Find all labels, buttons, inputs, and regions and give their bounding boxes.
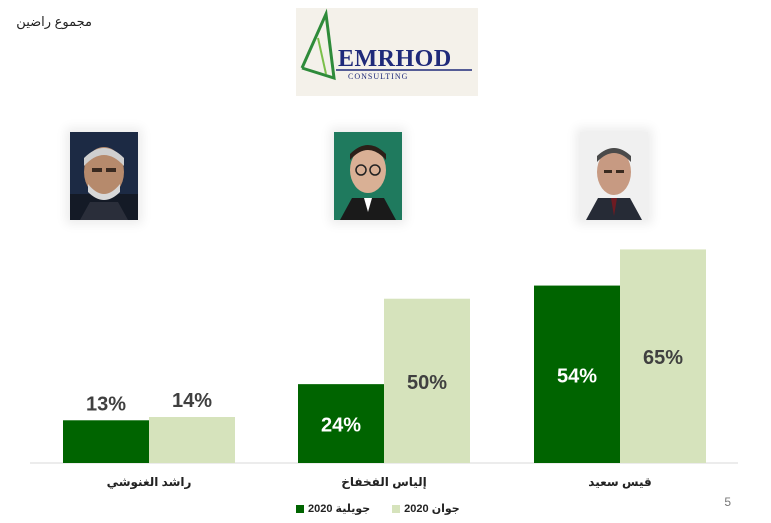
bar-july-2 xyxy=(534,285,620,463)
category-label-0: راشد الغنوشي xyxy=(107,475,192,490)
data-label-july-1: 24% xyxy=(321,415,361,437)
logo-subtitle: CONSULTING xyxy=(348,72,409,81)
category-label-2: قيس سعيد xyxy=(588,475,651,489)
legend-label-june: جوان 2020 xyxy=(404,503,460,515)
header-text: مجموع راضين xyxy=(16,14,92,29)
portrait-rached-ghannouchi-icon xyxy=(70,132,138,220)
category-label-1: إلياس الفخفاخ xyxy=(341,475,427,489)
portrait-kais-saied-icon xyxy=(580,132,648,220)
data-label-june-2: 65% xyxy=(643,347,683,369)
bar-june-0 xyxy=(149,417,235,463)
logo-name: EMRHOD xyxy=(338,46,452,72)
data-label-june-1: 50% xyxy=(407,372,447,394)
legend-item-june: جوان 2020 xyxy=(392,502,460,515)
emrhod-logo: EMRHOD CONSULTING xyxy=(296,8,478,96)
bar-june-2 xyxy=(620,249,706,463)
legend-swatch-july xyxy=(296,504,304,513)
legend-item-july: جويلية 2020 xyxy=(296,502,370,515)
chart-legend: جويلية 2020 جوان 2020 xyxy=(296,502,460,515)
data-label-july-2: 54% xyxy=(557,365,597,387)
data-label-june-0: 14% xyxy=(172,390,212,412)
bar-june-1 xyxy=(384,298,470,463)
data-label-july-0: 13% xyxy=(86,393,126,415)
page-number: 5 xyxy=(724,495,731,509)
legend-swatch-june xyxy=(392,504,401,513)
portrait-elyes-fakhfakh-icon xyxy=(334,132,402,220)
legend-label-july: جويلية 2020 xyxy=(308,503,371,515)
bar-july-0 xyxy=(63,420,149,463)
bar-july-1 xyxy=(298,384,384,463)
